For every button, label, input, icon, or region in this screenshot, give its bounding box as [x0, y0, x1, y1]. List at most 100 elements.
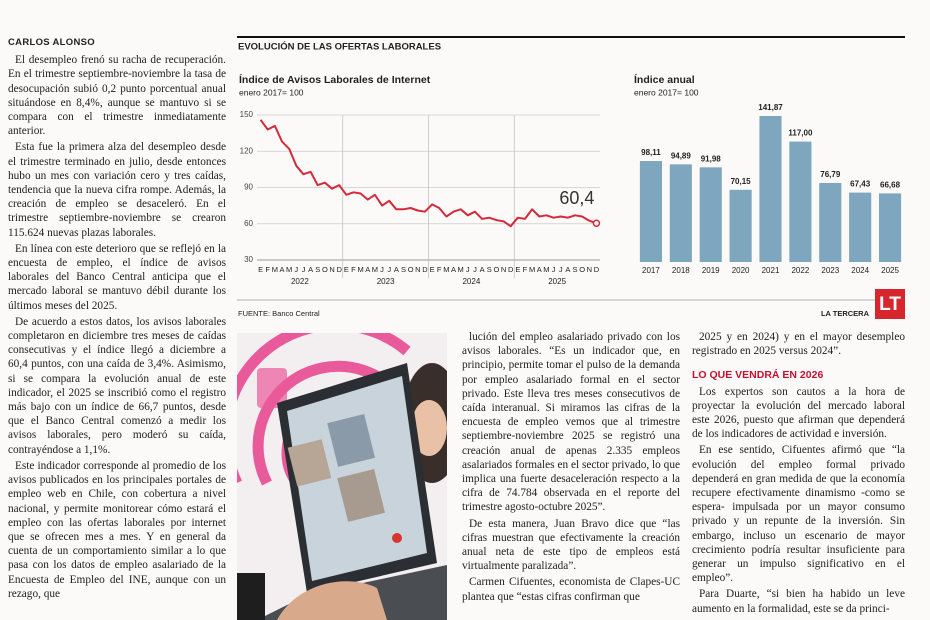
x-tick-label: E [258, 265, 263, 274]
x-tick-label: A [280, 265, 285, 274]
x-tick-label: A [565, 265, 570, 274]
x-tick-label: M [272, 265, 278, 274]
y-tick-label: 60 [244, 219, 253, 228]
x-tick-label: E [515, 265, 520, 274]
section-title: EVOLUCIÓN DE LAS OFERTAS LABORALES [238, 41, 441, 53]
logo: LT [879, 294, 901, 315]
x-tick-label: O [322, 265, 328, 274]
column-2: lución del empleo asalariado privado con… [462, 330, 680, 620]
x-tick-label: D [594, 265, 600, 274]
call-button [392, 533, 402, 543]
x-tick-label: E [344, 265, 349, 274]
year-label: 2023 [377, 277, 395, 286]
x-tick-label: E [430, 265, 435, 274]
column-1: CARLOS ALONSO El desempleo frenó su rach… [8, 36, 226, 620]
x-tick-label: 2020 [732, 266, 750, 275]
x-tick-label: D [422, 265, 428, 274]
x-tick-label: A [365, 265, 370, 274]
x-tick-label: 2022 [791, 266, 809, 275]
paragraph: De acuerdo a estos datos, los avisos lab… [8, 315, 226, 456]
pink-block [257, 368, 287, 408]
x-tick-label: M [529, 265, 535, 274]
paragraph: De esta manera, Juan Bravo dice que “las… [462, 517, 680, 573]
x-tick-label: 2017 [642, 266, 660, 275]
bar [819, 182, 842, 262]
bar [789, 141, 812, 262]
brand: LA TERCERA [821, 309, 870, 318]
face [411, 400, 447, 456]
x-tick-label: O [493, 265, 499, 274]
x-tick-label: A [537, 265, 542, 274]
paragraph: En línea con este deterioro que se refle… [8, 242, 226, 312]
paragraph: 2025 y en 2024) y en el mayor desempleo … [692, 331, 905, 358]
x-tick-label: A [394, 265, 399, 274]
bar [669, 164, 692, 262]
chart-section: EVOLUCIÓN DE LAS OFERTAS LABORALES FUENT… [237, 36, 905, 319]
paragraph: Esta fue la primera alza del desempleo d… [8, 141, 226, 239]
column-3: 2025 y en 2024) y en el mayor desempleo … [692, 330, 905, 620]
value-label: 60,4 [559, 188, 594, 208]
x-tick-label: J [387, 265, 391, 274]
bar [729, 189, 752, 262]
value-label: 117,00 [788, 129, 813, 138]
bar [849, 192, 872, 262]
photo [237, 333, 447, 620]
video-tile [337, 469, 385, 522]
x-tick-label: M [286, 265, 292, 274]
subheading: LO QUE VENDRÁ EN 2026 [692, 369, 824, 382]
year-label: 2025 [548, 277, 566, 286]
x-tick-label: S [487, 265, 492, 274]
x-tick-label: 2023 [821, 266, 839, 275]
x-tick-label: 2019 [702, 266, 720, 275]
bar [878, 193, 902, 262]
bar [699, 167, 722, 262]
x-tick-label: M [443, 265, 449, 274]
source: FUENTE: Banco Central [238, 309, 320, 318]
chart-subtitle: enero 2017= 100 [634, 87, 699, 97]
byline: CARLOS ALONSO [8, 37, 95, 48]
x-tick-label: J [294, 265, 298, 274]
x-tick-label: D [508, 265, 514, 274]
paragraph: Carmen Cifuentes, economista de Clapes-U… [462, 576, 680, 603]
x-tick-label: N [329, 265, 334, 274]
paragraph: lución del empleo asalariado privado con… [462, 331, 680, 514]
year-label: 2024 [462, 277, 480, 286]
x-tick-label: F [523, 265, 528, 274]
chart-title: Índice de Avisos Laborales de Internet [239, 73, 431, 86]
x-tick-label: A [451, 265, 456, 274]
value-label: 76,79 [820, 170, 841, 179]
x-tick-label: J [380, 265, 384, 274]
value-label: 94,89 [671, 151, 692, 160]
x-tick-label: F [437, 265, 442, 274]
x-tick-label: 2025 [881, 266, 899, 275]
value-label: 70,15 [731, 177, 752, 186]
bar [639, 161, 663, 262]
logo-box [875, 289, 905, 319]
cup [237, 573, 265, 620]
value-label: 98,11 [641, 148, 661, 157]
value-label: 141,87 [758, 103, 783, 112]
x-tick-label: J [473, 265, 477, 274]
line-series [259, 119, 597, 228]
paragraph: Este indicador corresponde al promedio d… [8, 459, 226, 600]
x-tick-label: 2024 [851, 266, 869, 275]
x-tick-label: M [357, 265, 363, 274]
year-label: 2022 [291, 277, 309, 286]
paragraph: El desempleo frenó su racha de recuperac… [8, 54, 226, 138]
x-tick-label: F [265, 265, 270, 274]
x-tick-label: A [308, 265, 313, 274]
value-label: 67,43 [850, 180, 871, 189]
x-tick-label: S [401, 265, 406, 274]
bar [759, 116, 782, 262]
x-tick-label: N [587, 265, 592, 274]
x-tick-label: J [559, 265, 563, 274]
x-tick-label: F [351, 265, 356, 274]
x-tick-label: A [480, 265, 485, 274]
value-label: 91,98 [701, 154, 722, 163]
x-tick-label: M [372, 265, 378, 274]
paragraph: Los expertos son cautos a la hora de pro… [692, 385, 905, 441]
end-marker [592, 219, 601, 228]
x-tick-label: O [579, 265, 585, 274]
x-tick-label: O [408, 265, 414, 274]
